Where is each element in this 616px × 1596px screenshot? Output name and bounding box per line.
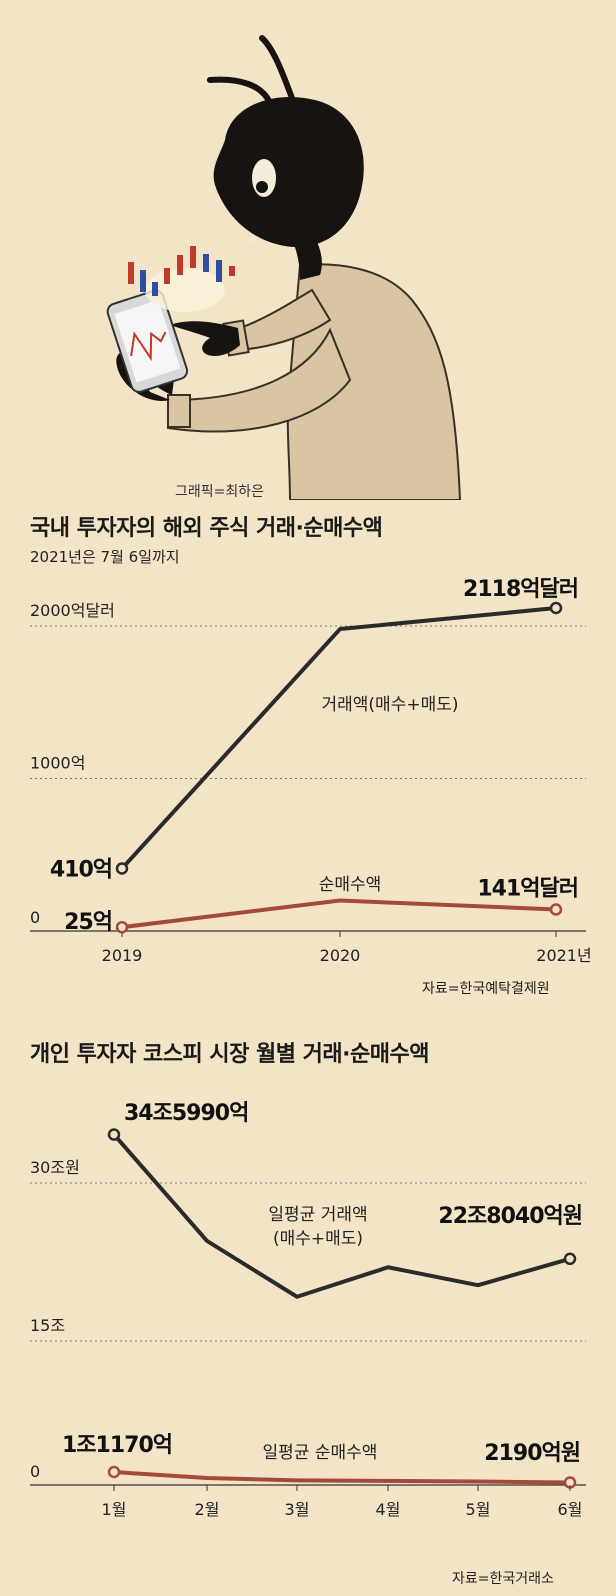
chart2-source: 자료=한국거래소 <box>452 1571 554 1587</box>
x-tick-label: 2021년 <box>536 946 591 965</box>
smartphone <box>106 289 189 393</box>
y-tick-label: 0 <box>30 908 40 927</box>
sweater-body <box>286 263 462 500</box>
chart1-svg: 2000억달러 1000억 0 2019 2020 2021년 410억 2118억달러 25억… <box>30 577 592 965</box>
data-point <box>115 862 129 875</box>
data-point <box>549 903 563 916</box>
illustration-credit: 그래픽=최하은 <box>175 484 265 500</box>
x-tick-label: 2월 <box>195 1500 220 1519</box>
series-label: 일평균 순매수액 <box>263 1443 378 1463</box>
x-tick-label: 5월 <box>466 1500 491 1519</box>
chart2-svg: 30조원 15조 34조5990억 22조8040억원 일평균 거래액 (매수+매도) 0 1… <box>30 1101 586 1519</box>
volume-line <box>120 606 557 870</box>
x-tick-label: 1월 <box>102 1500 127 1519</box>
y-tick-label: 0 <box>30 1462 40 1481</box>
data-point <box>549 601 563 615</box>
series-label: 거래액(매수+매도) <box>322 695 459 715</box>
data-label: 2118억달러 <box>463 577 578 602</box>
daily-volume-line <box>112 1133 571 1299</box>
ant-mouth <box>250 236 256 242</box>
ant-head <box>213 96 364 248</box>
data-label: 2190억원 <box>484 1441 580 1466</box>
data-label: 1조1170억 <box>62 1433 172 1458</box>
data-label: 22조8040억원 <box>438 1204 582 1229</box>
y-tick-label: 2000억달러 <box>30 601 115 620</box>
series-label: 순매수액 <box>319 875 382 895</box>
y-tick-label: 1000억 <box>30 754 85 773</box>
chart1-source: 자료=한국예탁결제원 <box>422 981 550 997</box>
chart1-title: 국내 투자자의 해외 주식 거래·순매수액 <box>30 516 383 541</box>
ant-investor-illustration <box>106 35 462 500</box>
series-label: 일평균 거래액 <box>268 1205 367 1225</box>
pointing-hand <box>170 321 240 356</box>
ant-pupil <box>256 181 268 193</box>
chart1-subtitle: 2021년은 7월 6일까지 <box>30 548 180 566</box>
data-point <box>107 1128 121 1141</box>
data-label: 141억달러 <box>477 876 578 901</box>
x-tick-label: 4월 <box>376 1500 401 1519</box>
data-point <box>107 1465 121 1479</box>
x-tick-label: 6월 <box>558 1500 583 1519</box>
antenna-1 <box>259 35 295 101</box>
y-tick-label: 15조 <box>30 1316 65 1335</box>
series-label: (매수+매도) <box>273 1229 363 1249</box>
sleeve-left <box>166 327 352 433</box>
cuff-left <box>167 394 191 428</box>
antenna-2 <box>207 76 273 106</box>
net-buy-line <box>121 898 557 930</box>
x-tick-label: 3월 <box>285 1500 310 1519</box>
data-point <box>115 920 129 934</box>
y-tick-label: 30조원 <box>30 1158 80 1177</box>
data-label: 34조5990억 <box>124 1101 248 1126</box>
candlestick-icons <box>128 246 235 296</box>
data-label: 410억 <box>50 857 112 882</box>
data-label: 25억 <box>64 910 112 935</box>
x-tick-label: 2020 <box>320 946 361 965</box>
daily-net-buy-line <box>113 1470 571 1485</box>
x-tick-label: 2019 <box>102 946 143 965</box>
data-point <box>563 1252 577 1266</box>
chart2-title: 개인 투자자 코스피 시장 월별 거래·순매수액 <box>30 1042 429 1067</box>
